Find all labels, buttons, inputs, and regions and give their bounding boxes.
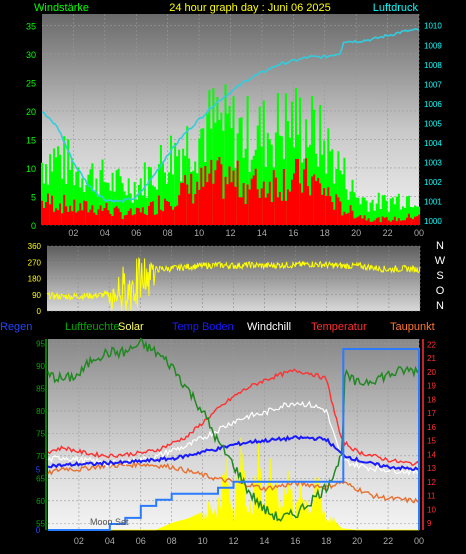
p1-right-tick: 1004 [424,139,442,148]
p3-right-tick: 19 [427,382,436,391]
p1-x-tick: 16 [288,228,298,238]
panel1-left-label: Windstärke [34,2,89,14]
p3-legend-label: Temperatur [311,321,367,333]
p3-right-tick: 22 [427,340,436,349]
p3-x-tick: 12 [228,536,238,546]
p3-right-tick: 15 [427,437,436,446]
wind-bars [41,157,420,225]
p3-x-tick: 14 [259,536,269,546]
p3-right-tick: 16 [427,423,436,432]
rain-line [48,348,420,531]
p2-tick: 90 [32,291,41,300]
p1-right-tick: 1000 [424,217,442,226]
compass-letter: N [436,300,444,312]
p3-x-tick: 10 [198,536,208,546]
p2-tick: 180 [28,275,42,284]
p1-x-tick: 10 [194,228,204,238]
p2-tick: 360 [28,242,42,251]
p1-left-tick: 0 [31,221,36,231]
p3-right-tick: 13 [427,464,436,473]
humidity-line [47,337,420,522]
p1-right-tick: 1010 [424,22,442,31]
p3-x-tick: 16 [290,536,300,546]
p2-tick: 270 [28,258,42,267]
p3-legend-label: Solar [118,321,144,333]
p1-right-tick: 1003 [424,158,442,167]
p3-legend-label: Temp Boden [172,321,234,333]
p3-right-tick: 21 [427,354,436,363]
p3-left-tick: 90 [36,362,45,371]
p1-x-tick: 18 [320,228,330,238]
p3-right-tick: 11 [427,492,436,501]
p3-x-tick: 00 [414,536,424,546]
p1-x-tick: 00 [414,228,424,238]
p3-right-tick: 10 [427,505,436,514]
p1-left-tick: 15 [26,135,36,145]
temperature-line [47,368,420,467]
p1-left-tick: 30 [26,50,36,60]
p3-x-tick: 02 [74,536,84,546]
p3-right-tick: 9 [427,519,432,528]
p1-right-tick: 1005 [424,119,442,128]
p3-rain-tick: 5 [36,466,41,475]
p1-x-tick: 12 [225,228,235,238]
compass-letter: W [435,255,446,267]
p3-right-tick: 20 [427,368,436,377]
panel1-title: 24 hour graph day : Juni 06 2025 [169,2,330,14]
panel1-right-label: Luftdruck [373,2,419,14]
p1-right-tick: 1001 [424,198,442,207]
p3-legend-label: Regen [0,321,32,333]
pressure-line [41,28,420,204]
p3-x-tick: 06 [136,536,146,546]
p1-x-tick: 14 [257,228,267,238]
p3-x-tick: 04 [105,536,115,546]
p1-x-tick: 02 [68,228,78,238]
p3-right-tick: 12 [427,478,436,487]
p1-right-tick: 1009 [424,41,442,50]
p1-left-tick: 10 [26,164,36,174]
panel3-plot-area [48,339,419,530]
p2-tick: 0 [37,307,42,316]
p3-rain-tick: 0 [36,526,41,535]
p1-x-tick: 20 [351,228,361,238]
moon-set-label: Moon Set [90,517,129,527]
p1-x-tick: 06 [131,228,141,238]
p3-legend-label: Windchill [247,321,291,333]
p3-right-tick: 17 [427,409,436,418]
p3-left-tick: 65 [36,474,45,483]
p1-right-tick: 1002 [424,178,442,187]
p3-x-tick: 20 [352,536,362,546]
p3-x-tick: 08 [167,536,177,546]
p3-x-tick: 22 [383,536,393,546]
compass-letter: N [436,240,444,252]
p1-right-tick: 1007 [424,80,442,89]
p3-legend-label: Taupunkt [390,321,435,333]
p3-left-tick: 95 [36,339,45,348]
compass-letter: O [436,285,445,297]
p1-left-tick: 20 [26,107,36,117]
p1-x-tick: 04 [100,228,110,238]
p3-x-tick: 18 [321,536,331,546]
p1-x-tick: 08 [163,228,173,238]
p1-left-tick: 35 [26,21,36,31]
wind-direction-line [46,256,421,311]
p3-left-tick: 80 [36,407,45,416]
p3-left-tick: 70 [36,452,45,461]
p1-left-tick: 5 [31,192,36,202]
p3-right-tick: 18 [427,395,436,404]
p3-right-tick: 14 [427,450,436,459]
p1-right-tick: 1008 [424,61,442,70]
windchill-line [47,400,420,476]
p1-left-tick: 25 [26,78,36,88]
p3-left-tick: 85 [36,384,45,393]
compass-letter: S [436,270,443,282]
p1-x-tick: 22 [383,228,393,238]
soil-temp-line [47,435,420,472]
p3-left-tick: 60 [36,497,45,506]
p3-legend-label: Luftfeuchte [65,321,119,333]
p3-left-tick: 55 [36,519,45,528]
p3-left-tick: 75 [36,429,45,438]
p1-right-tick: 1006 [424,100,442,109]
